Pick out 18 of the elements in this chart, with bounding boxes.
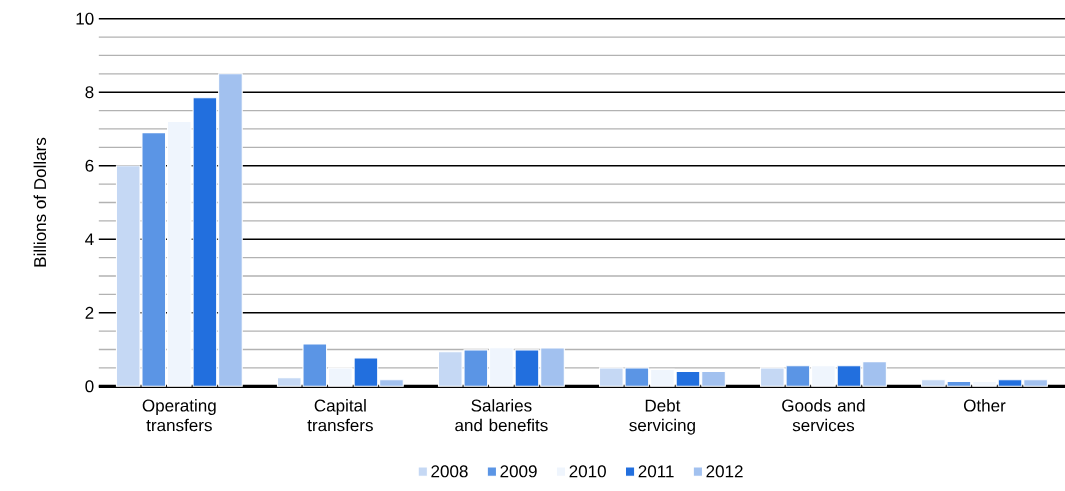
x-tick-label: Other <box>963 398 1006 412</box>
x-tick-label: Capital transfers <box>307 398 373 432</box>
legend-label: 2010 <box>569 465 606 478</box>
y-tick-label: 8 <box>85 85 94 98</box>
x-tick-label: Salaries and benefits <box>455 398 548 432</box>
y-tick-label: 4 <box>85 233 94 245</box>
y-tick-label: 10 <box>76 12 94 25</box>
legend-label: 2008 <box>431 465 468 478</box>
x-tick-label: Debt servicing <box>629 398 695 435</box>
legend-label: 2011 <box>638 465 674 478</box>
legend-label: 2012 <box>706 465 743 478</box>
y-tick-label: 2 <box>85 306 94 319</box>
x-tick-label: Goods and services <box>782 398 865 432</box>
y-axis-title: Billions of Dollars <box>33 137 47 267</box>
legend-label: 2009 <box>500 465 537 478</box>
x-tick-label: Operating transfers <box>142 398 216 432</box>
y-tick-label: 6 <box>85 159 94 172</box>
y-tick-label: 0 <box>85 380 94 393</box>
